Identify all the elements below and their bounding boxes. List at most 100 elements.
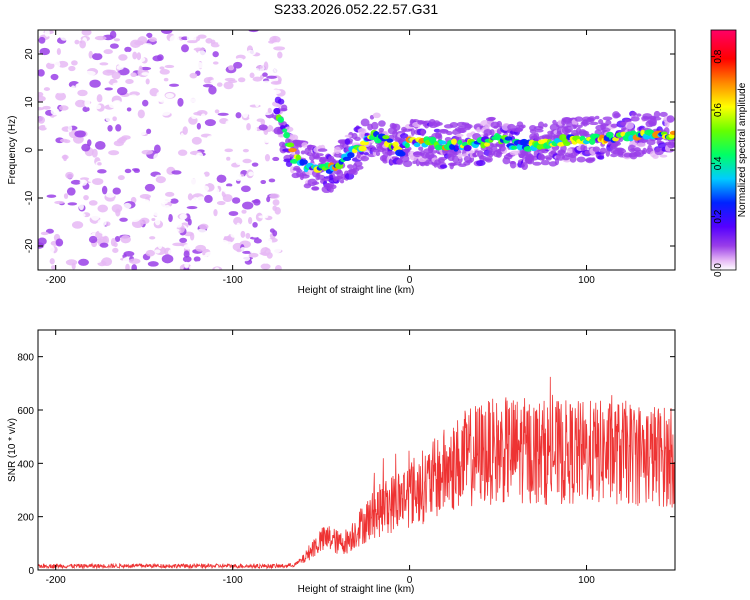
noise-cell	[216, 200, 226, 206]
noise-cell	[38, 225, 45, 230]
ridge-halo-cell	[520, 124, 526, 129]
noise-cell	[172, 67, 181, 73]
ridge-halo-cell	[276, 104, 283, 108]
noise-cell	[232, 72, 242, 80]
noise-cell	[206, 135, 217, 141]
ridge-halo-cell	[344, 134, 354, 138]
noise-cell	[99, 76, 111, 83]
noise-cell	[101, 257, 113, 266]
noise-cell	[111, 71, 121, 80]
noise-cell	[201, 254, 208, 263]
noise-cell	[118, 106, 127, 111]
ridge-halo-cell	[317, 148, 328, 152]
noise-cell	[278, 221, 285, 229]
noise-cell	[277, 51, 283, 59]
noise-cell	[222, 186, 235, 194]
noise-cell	[118, 54, 128, 61]
noise-cell	[44, 30, 50, 37]
noise-cell	[257, 46, 268, 54]
noise-cell	[96, 94, 103, 103]
noise-cell	[116, 86, 128, 96]
noise-cell	[208, 85, 217, 95]
noise-cell	[252, 76, 263, 82]
ridge-halo-cell	[424, 161, 430, 167]
noise-cell	[38, 36, 46, 44]
noise-cell	[228, 211, 239, 217]
noise-cell	[165, 141, 174, 148]
noise-cell	[239, 101, 250, 107]
ridge-core-cell	[451, 138, 457, 145]
noise-cell	[176, 202, 184, 211]
noise-cell	[184, 144, 196, 153]
noise-cell	[50, 73, 59, 81]
ridge-halo-cell	[484, 156, 493, 163]
noise-cell	[59, 265, 66, 270]
noise-cell	[175, 73, 188, 83]
noise-cell	[79, 179, 88, 186]
ridge-halo-cell	[560, 144, 567, 153]
noise-cell	[107, 213, 116, 219]
colorbar-tick-label: 0.2	[713, 209, 724, 223]
noise-cell	[88, 235, 98, 244]
noise-cell	[112, 247, 119, 253]
noise-cell	[38, 138, 45, 144]
noise-cell	[186, 205, 198, 210]
noise-cell	[49, 258, 55, 265]
noise-cell	[248, 216, 253, 225]
noise-cell	[144, 183, 156, 192]
noise-cell	[264, 136, 273, 143]
noise-cell	[226, 156, 231, 161]
noise-cell	[251, 162, 259, 167]
noise-cell	[268, 186, 274, 193]
noise-cell	[242, 110, 249, 119]
noise-cell	[153, 98, 159, 106]
noise-cell	[231, 197, 241, 204]
noise-cell	[225, 120, 231, 126]
noise-cell	[74, 99, 87, 108]
noise-cell	[262, 258, 269, 264]
ridge-core-cell	[347, 152, 355, 159]
ridge-halo-cell	[521, 162, 529, 171]
noise-cell	[50, 108, 60, 116]
ridge-halo-cell	[371, 121, 379, 130]
ridge-halo-cell	[433, 128, 441, 133]
noise-cell	[248, 30, 259, 33]
noise-cell	[268, 178, 276, 183]
noise-cell	[147, 261, 159, 267]
noise-cell	[38, 95, 46, 102]
noise-cell	[163, 77, 169, 82]
noise-cell	[197, 99, 203, 108]
ridge-halo-cell	[588, 117, 595, 123]
noise-cell	[244, 77, 250, 86]
noise-cell	[129, 94, 139, 103]
ridge-halo-cell	[410, 128, 416, 136]
noise-cell	[266, 252, 273, 259]
noise-cell	[74, 50, 86, 59]
noise-cell	[272, 199, 280, 206]
noise-cell	[153, 32, 166, 37]
noise-cell	[260, 263, 271, 270]
noise-cell	[257, 186, 266, 193]
ridge-halo-cell	[576, 156, 586, 163]
noise-cell	[164, 64, 175, 69]
ridge-halo-cell	[659, 154, 668, 158]
noise-cell	[169, 45, 177, 51]
ridge-halo-cell	[493, 125, 498, 129]
noise-cell	[210, 79, 221, 84]
noise-cell	[258, 124, 268, 131]
noise-cell	[38, 69, 45, 77]
noise-cell	[267, 68, 276, 76]
noise-cell	[113, 140, 124, 147]
noise-cell	[64, 50, 77, 55]
noise-cell	[95, 104, 102, 110]
ridge-halo-cell	[610, 153, 618, 158]
noise-cell	[149, 236, 156, 240]
noise-cell	[105, 55, 111, 65]
noise-cell	[263, 61, 269, 71]
noise-cell	[83, 194, 89, 201]
noise-cell	[214, 109, 220, 114]
ridge-halo-cell	[532, 161, 542, 166]
noise-cell	[145, 249, 155, 257]
noise-cell	[125, 225, 132, 235]
y-tick-label: 0	[24, 147, 35, 153]
